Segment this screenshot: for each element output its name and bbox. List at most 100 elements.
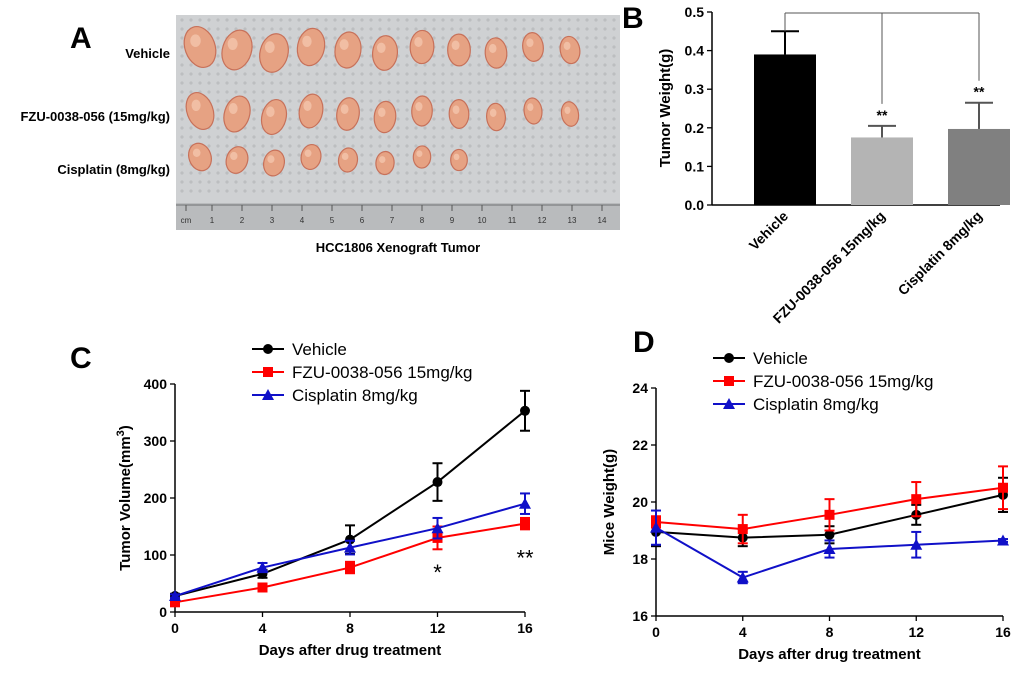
mat-dot [405,90,409,94]
mat-dot [594,99,598,103]
mat-dot [468,180,472,184]
mat-dot [450,144,454,148]
mat-dot [369,135,373,139]
y-tick-label: 0.0 [685,197,705,213]
mat-dot [378,18,382,22]
mat-dot [486,126,490,130]
mat-dot [576,81,580,85]
mat-dot [576,99,580,103]
mat-dot [333,108,337,112]
mat-dot [432,36,436,40]
mat-dot [585,117,589,121]
mat-dot [585,99,589,103]
mat-dot [351,135,355,139]
mat-dot [342,171,346,175]
mat-dot [324,99,328,103]
panel-a: A cm 1 2 3 4 5 6 7 8 9 10 11 12 13 14 Vehicle FZU-0038… [20,15,620,255]
mat-dot [441,63,445,67]
panel-b-letter: B [622,2,644,35]
mat-dot [450,90,454,94]
mat-dot [477,126,481,130]
mat-dot [468,18,472,22]
mat-dot [369,27,373,31]
mat-dot [324,81,328,85]
mat-dot [405,45,409,49]
mat-dot [558,27,562,31]
mat-dot [513,153,517,157]
mat-dot [288,162,292,166]
mat-dot [180,81,184,85]
mat-dot [351,90,355,94]
marker-triangle [256,561,269,573]
marker-triangle [650,521,662,533]
mat-dot [612,171,616,175]
mat-dot [252,90,256,94]
mat-dot [504,90,508,94]
mat-dot [405,144,409,148]
mat-dot [594,153,598,157]
mat-dot [351,189,355,193]
mat-dot [414,180,418,184]
mat-dot [333,117,337,121]
mat-dot [405,117,409,121]
mat-dot [540,171,544,175]
mat-dot [477,189,481,193]
mat-dot [288,189,292,193]
mat-dot [252,180,256,184]
mat-dot [450,189,454,193]
mat-dot [603,135,607,139]
mat-dot [504,108,508,112]
mat-dot [207,72,211,76]
mat-dot [396,117,400,121]
mat-dot [495,135,499,139]
mat-dot [333,144,337,148]
mat-dot [441,180,445,184]
mat-dot [243,144,247,148]
mat-dot [252,153,256,157]
mat-dot [360,126,364,130]
mat-dot [567,189,571,193]
mat-dot [513,63,517,67]
mat-dot [306,90,310,94]
mat-dot [369,45,373,49]
mat-dot [576,18,580,22]
mat-dot [567,72,571,76]
mat-dot [207,18,211,22]
mat-dot [603,81,607,85]
mat-dot [324,171,328,175]
mat-dot [504,63,508,67]
mat-dot [297,144,301,148]
mat-dot [531,135,535,139]
mat-dot [603,171,607,175]
mat-dot [189,126,193,130]
mat-dot [594,144,598,148]
mat-dot [216,63,220,67]
mat-dot [549,144,553,148]
marker-circle [345,534,355,545]
mat-dot [405,153,409,157]
mat-dot [450,72,454,76]
mat-dot [297,126,301,130]
mat-dot [189,171,193,175]
mat-dot [432,18,436,22]
mat-dot [549,90,553,94]
mat-dot [522,99,526,103]
significance-label: ** [974,84,985,100]
mat-dot [612,144,616,148]
mat-dot [342,135,346,139]
ruler [176,203,620,230]
ruler-label: 7 [390,216,395,225]
mat-dot [513,108,517,112]
mat-dot [441,117,445,121]
mat-dot [207,144,211,148]
mat-dot [333,162,337,166]
mat-dot [504,162,508,166]
tumor-highlight [190,34,201,47]
mat-dot [513,171,517,175]
mat-dot [216,126,220,130]
mat-dot [396,153,400,157]
mat-dot [450,63,454,67]
x-tick-label: 0 [652,624,660,640]
mat-dot [513,36,517,40]
mat-dot [585,171,589,175]
